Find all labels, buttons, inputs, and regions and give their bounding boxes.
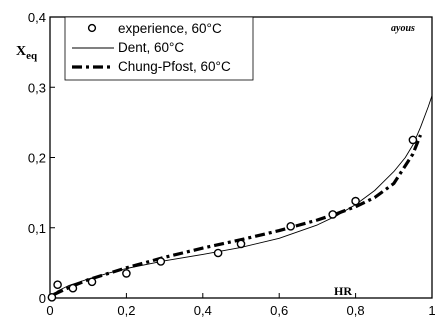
annotation-label: ayous	[391, 23, 415, 34]
data-point-experience	[47, 292, 57, 302]
x-axis-label: HR	[334, 284, 352, 298]
legend-label-chung-pfost: Chung-Pfost, 60°C	[118, 59, 231, 74]
legend-label-experience: experience, 60°C	[118, 21, 222, 36]
legend-marker-experience	[87, 23, 97, 33]
data-point-experience	[328, 210, 338, 219]
x-tick-label: 0,4	[194, 303, 212, 318]
x-tick-label: 0,8	[347, 303, 365, 318]
y-tick-label: 0,2	[28, 151, 46, 166]
legend-box	[64, 16, 254, 81]
data-point-experience	[68, 283, 78, 293]
data-point-experience	[156, 257, 166, 266]
data-point-experience	[213, 248, 223, 258]
data-point-experience	[87, 277, 97, 287]
legend-label-dent: Dent, 60°C	[118, 40, 184, 55]
y-axis-label-sub: eq	[26, 50, 38, 62]
y-tick-label: 0,1	[28, 221, 46, 236]
x-tick-label: 1	[428, 303, 435, 318]
data-point-experience	[351, 196, 360, 206]
y-tick-label: 0	[39, 291, 46, 306]
y-tick-label: 0,4	[28, 10, 46, 25]
x-tick-label: 0,6	[270, 303, 288, 318]
x-tick-label: 0	[46, 303, 53, 318]
data-point-experience	[408, 135, 418, 145]
data-point-experience	[236, 239, 246, 249]
series-layer	[47, 95, 433, 302]
x-tick-label: 0,2	[117, 303, 135, 318]
y-axis-label: Xeq	[16, 44, 38, 62]
data-point-experience	[53, 280, 62, 290]
series-line-chung-pfost	[53, 134, 422, 296]
data-point-experience	[286, 221, 296, 231]
y-tick-label: 0,3	[28, 80, 46, 95]
y-axis-label-main: X	[16, 44, 26, 59]
legend: experience, 60°C Dent, 60°C Chung-Pfost,…	[64, 16, 254, 81]
data-point-experience	[122, 269, 131, 278]
tick-layer: 0 0,1 0,2 0,3 0,4 0 0,2 0,4 0,6 0,8 1	[28, 10, 436, 318]
